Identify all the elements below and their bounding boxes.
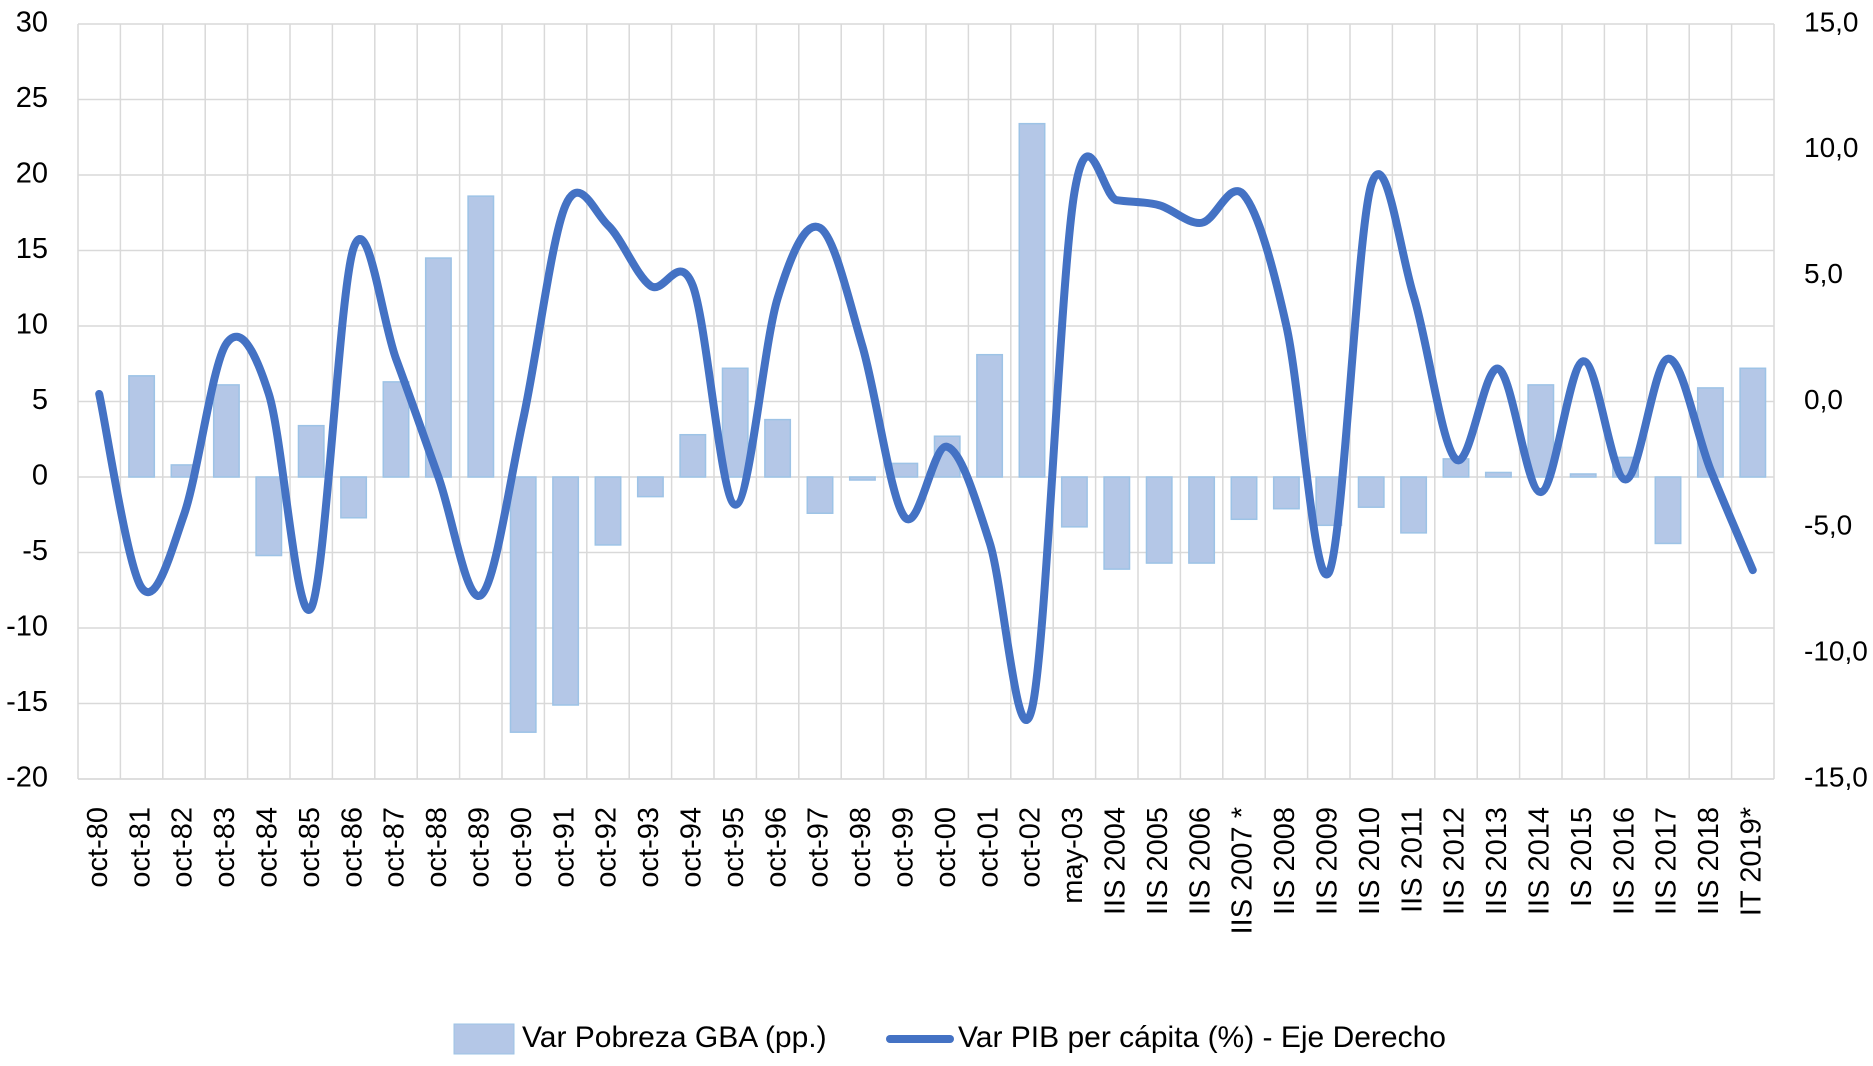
x-tick-label: oct-02 <box>1015 807 1047 888</box>
x-tick-label: oct-87 <box>379 807 411 888</box>
x-tick-label: oct-82 <box>167 807 199 888</box>
bar <box>128 375 156 478</box>
x-tick-label: IIS 2010 <box>1354 807 1386 915</box>
x-tick-label: IIS 2004 <box>1099 807 1131 915</box>
x-tick-label: oct-84 <box>251 807 283 888</box>
legend: Var Pobreza GBA (pp.) Var PIB per cápita … <box>453 1021 1446 1055</box>
bar <box>552 476 580 706</box>
y-tick-label: 15 <box>16 233 48 265</box>
y-tick-label: 25 <box>16 82 48 114</box>
x-tick-label: IIS 2009 <box>1311 807 1343 915</box>
x-tick-label: IIS 2006 <box>1184 807 1216 915</box>
bar <box>1739 367 1767 478</box>
y2-tick-label: 15,0 <box>1804 6 1859 37</box>
bar <box>382 381 410 478</box>
y-tick-label: -10 <box>6 611 48 643</box>
y-tick-label: 5 <box>32 384 48 416</box>
bar <box>1188 476 1216 564</box>
y2-tick-label: -15,0 <box>1804 761 1868 792</box>
bar <box>255 476 283 557</box>
bar <box>679 433 707 478</box>
y-tick-label: 0 <box>32 460 48 492</box>
x-tick-label: oct-00 <box>930 807 962 888</box>
x-tick-label: IIS 2008 <box>1269 807 1301 915</box>
y2-tick-label: 0,0 <box>1804 384 1843 415</box>
line <box>95 152 1757 724</box>
x-tick-label: oct-93 <box>633 807 665 888</box>
bar <box>976 353 1004 478</box>
bar <box>1484 471 1512 478</box>
x-tick-label: oct-80 <box>82 807 114 888</box>
legend-swatch <box>453 1023 515 1055</box>
x-tick-label: IIS 2005 <box>1142 807 1174 915</box>
x-tick-label: IT 2019* <box>1735 807 1767 916</box>
legend-label: Var PIB per cápita (%) - Eje Derecho <box>958 1021 1446 1054</box>
bar <box>212 384 240 478</box>
x-tick-label: IIS 2011 <box>1396 807 1428 913</box>
x-tick-label: IIS 2017 <box>1651 807 1683 915</box>
x-tick-label: oct-97 <box>803 807 835 888</box>
x-tick-label: IIS 2014 <box>1523 807 1555 915</box>
x-tick-label: oct-88 <box>421 807 453 888</box>
x-tick-label: oct-89 <box>463 807 495 888</box>
x-tick-label: oct-01 <box>972 807 1004 888</box>
bar <box>424 257 452 478</box>
x-tick-label: oct-98 <box>845 807 877 888</box>
x-tick-label: IIS 2016 <box>1608 807 1640 915</box>
x-tick-label: oct-92 <box>591 807 623 888</box>
bar <box>467 195 495 478</box>
x-tick-label: oct-81 <box>124 807 156 888</box>
bar <box>1654 476 1682 545</box>
legend-label: Var Pobreza GBA (pp.) <box>522 1021 827 1054</box>
x-tick-label: may-03 <box>1057 807 1089 904</box>
y2-tick-label: 5,0 <box>1804 258 1843 289</box>
bar <box>1230 476 1258 521</box>
x-tick-label: oct-91 <box>548 807 580 888</box>
bar <box>594 476 622 546</box>
bar <box>1272 476 1300 510</box>
x-tick-label: oct-96 <box>760 807 792 888</box>
bar <box>1357 476 1385 508</box>
x-tick-label: IIS 2007 * <box>1227 807 1259 934</box>
y-tick-label: 20 <box>16 158 48 190</box>
x-tick-label: oct-94 <box>675 807 707 888</box>
x-tick-label: IIS 2018 <box>1693 807 1725 915</box>
bar <box>509 476 537 733</box>
x-tick-label: oct-86 <box>336 807 368 888</box>
x-tick-label: oct-85 <box>294 807 326 888</box>
x-tick-label: oct-99 <box>887 807 919 888</box>
x-tick-label: oct-83 <box>209 807 241 888</box>
bar <box>1400 476 1428 534</box>
bar <box>1527 384 1555 478</box>
x-tick-label: oct-95 <box>718 807 750 888</box>
bar <box>1145 476 1173 564</box>
bar <box>764 418 792 478</box>
bar <box>806 476 834 514</box>
bar <box>1060 476 1088 528</box>
x-tick-label: oct-90 <box>506 807 538 888</box>
bar <box>636 476 664 498</box>
bar <box>848 476 876 481</box>
x-tick-label: IIS 2013 <box>1481 807 1513 915</box>
bar <box>340 476 368 519</box>
y2-tick-label: 10,0 <box>1804 132 1859 163</box>
bar <box>721 367 749 478</box>
y2-tick-label: -10,0 <box>1804 636 1868 667</box>
y-tick-label: 30 <box>16 7 48 39</box>
x-tick-label: IIS 2012 <box>1439 807 1471 915</box>
y2-tick-label: -5,0 <box>1804 510 1852 541</box>
bar <box>891 462 919 478</box>
y-tick-label: -5 <box>22 535 48 567</box>
bar <box>297 424 325 478</box>
x-tick-label: IS 2015 <box>1566 807 1598 907</box>
y-tick-label: -20 <box>6 762 48 794</box>
bar <box>1103 476 1131 570</box>
y-tick-label: 10 <box>16 309 48 341</box>
y-tick-label: -15 <box>6 686 48 718</box>
bar <box>1569 473 1597 478</box>
bar <box>1018 122 1046 478</box>
